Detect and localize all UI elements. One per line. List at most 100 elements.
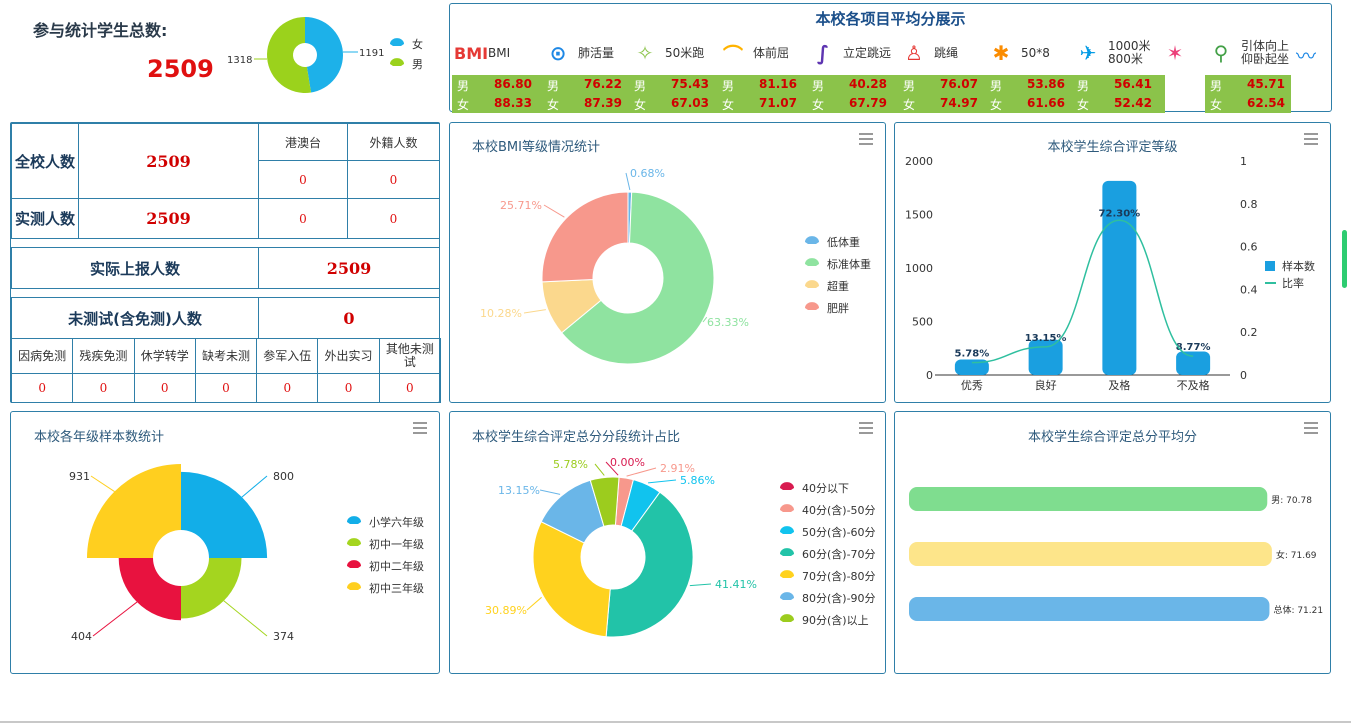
sample-legend-label: 小学六年级 — [369, 515, 424, 529]
sample-legend-swatch — [347, 516, 361, 524]
grade-bar-line-chart: 0 500 1000 1500 2000 0 0.2 0.4 0.6 0.8 1 优秀 5.78% 良好 1… — [905, 155, 1315, 392]
score-dist-panel: 本校学生综合评定总分分段统计占比 0.00% 2.91% 5.86% 41.41% 30… — [449, 411, 886, 674]
bmi-label-line — [523, 309, 546, 314]
y2-axis-tick: 1 — [1240, 155, 1247, 168]
bmi-label-line — [702, 316, 708, 323]
score-dist-legend-item: 80分(含)-90分 — [780, 591, 876, 605]
bmi-slice-label: 25.71% — [500, 199, 542, 212]
score-cell: 男 45.71 女 62.54 — [1205, 75, 1291, 113]
score-item-header: ✱ 50*8 — [987, 36, 1050, 70]
bmi-legend-item: 低体重 — [805, 235, 860, 249]
score-item-label: 立定跳远 — [843, 45, 892, 60]
score-item-header: ♙ 跳绳 — [900, 36, 958, 70]
score-dist-legend-swatch — [780, 526, 794, 534]
grade-menu-icon[interactable] — [1304, 133, 1318, 148]
gender-label: 女 — [722, 98, 735, 112]
gender-label: 女 — [812, 98, 825, 112]
sample-legend-item: 初中三年级 — [347, 581, 424, 595]
grade-sample-slice — [181, 471, 268, 558]
y2-axis-tick: 0.6 — [1240, 241, 1258, 254]
male-score-value: 53.86 — [1027, 77, 1065, 91]
score-dist-menu-icon[interactable] — [859, 422, 873, 437]
male-score-value: 76.22 — [584, 77, 622, 91]
sample-label-line — [223, 600, 268, 637]
sample-menu-icon[interactable] — [413, 422, 427, 437]
untested-reason-label: 休学转学 — [133, 338, 196, 374]
untested-reason-label: 外出实习 — [317, 338, 380, 374]
hk-value: 0 — [258, 160, 348, 199]
avg-panel-title: 本校学生综合评定总分平均分 — [1027, 430, 1197, 445]
gender-label: 男 — [547, 79, 560, 93]
female-score-row: 女 74.97 — [898, 94, 991, 113]
tested-hk-value: 0 — [258, 198, 348, 239]
male-slice — [267, 17, 312, 93]
score-dist-slice-label: 5.78% — [553, 458, 588, 471]
sample-panel-title: 本校各年级样本数统计 — [34, 430, 165, 445]
bmi-label-line — [625, 172, 631, 191]
bmi-legend-label: 超重 — [827, 279, 849, 293]
untested-reason-value: 0 — [11, 373, 74, 403]
sample-slice-label: 931 — [69, 470, 90, 483]
gender-label: 男 — [812, 79, 825, 93]
school-total-value: 2509 — [78, 123, 259, 199]
average-scores-panel: 本校各项目平均分展示 BMI BMI 男 86.80 女 88.33 ⊙ 肺活量男 76.22 女… — [449, 3, 1332, 113]
shuttle-run-icon: ✱ — [992, 41, 1010, 65]
female-score-row: 女 61.66 — [985, 94, 1078, 113]
bmi-legend-item: 超重 — [805, 279, 849, 293]
sample-slice-label: 800 — [273, 470, 294, 483]
total-students-label: 参与统计学生总数: — [33, 21, 168, 40]
gender-label: 女 — [990, 98, 1003, 112]
score-cell: 男 81.16 女 71.07 — [717, 75, 810, 113]
gender-label: 女 — [1210, 98, 1223, 112]
score-item-label: 跳绳 — [934, 45, 959, 60]
pullup-icon: ⚲ — [1213, 41, 1229, 65]
female-slice — [305, 17, 344, 93]
male-score-row: 男 40.28 — [807, 75, 900, 94]
male-score-row: 男 75.43 — [629, 75, 722, 94]
score-item-label: 50米跑 — [665, 45, 705, 60]
bmi-label-line — [543, 204, 565, 218]
long-run-icon: ✈ — [1079, 41, 1097, 65]
bmi-panel: 本校BMI等级情况统计 0.68% 63.33% 10.28% 25.71% 低体重 标准… — [449, 122, 886, 403]
female-score-value: 87.39 — [584, 96, 622, 110]
score-item-header: ✈ 1000米 800米 — [1074, 36, 1151, 70]
y-axis-tick: 1500 — [905, 209, 933, 222]
score-item-header: ⚲ 引体向上 仰卧起坐 — [1207, 36, 1289, 70]
sample-legend-label: 初中三年级 — [369, 581, 424, 595]
y-axis-tick: 2000 — [905, 155, 933, 168]
score-cell: 男 76.22 女 87.39 — [542, 75, 635, 113]
avg-score-bar — [909, 597, 1270, 621]
scrollbar-thumb[interactable] — [1342, 230, 1347, 288]
grade-panel-title: 本校学生综合评定等级 — [1047, 140, 1178, 155]
grade-panel: 本校学生综合评定等级 0 500 1000 1500 2000 0 0.2 0.4 0.6 0.8… — [894, 122, 1331, 403]
avg-score-bar — [909, 542, 1272, 566]
bmi-menu-icon[interactable] — [859, 133, 873, 148]
avg-menu-icon[interactable] — [1304, 422, 1318, 437]
sample-slice-label: 404 — [71, 630, 92, 643]
x-axis-tick: 优秀 — [961, 379, 983, 392]
sample-label-line — [90, 475, 115, 492]
gender-label: 女 — [547, 98, 560, 112]
female-score-row: 女 62.54 — [1205, 94, 1298, 113]
untested-reason-value: 0 — [256, 373, 319, 403]
rate-label: 5.78% — [955, 349, 990, 360]
untested-label: 未测试(含免测)人数 — [11, 297, 259, 339]
female-score-value: 88.33 — [494, 96, 532, 110]
score-item-label: 引体向上 仰卧起坐 — [1241, 39, 1290, 66]
sample-legend-item: 初中一年级 — [347, 537, 424, 551]
jump-rope-icon: ♙ — [905, 41, 923, 65]
score-cell: 男 56.41 女 52.42 — [1072, 75, 1165, 113]
bmi-legend-item: 肥胖 — [805, 302, 849, 315]
gender-legend-label: 男 — [412, 58, 423, 71]
female-score-value: 71.07 — [759, 96, 797, 110]
male-score-row: 男 76.07 — [898, 75, 991, 94]
male-score-row: 男 86.80 — [452, 75, 545, 94]
gender-label: 男 — [722, 79, 735, 93]
rate-label: 13.15% — [1025, 333, 1067, 344]
hk-macao-taiwan-header: 港澳台 — [258, 123, 348, 161]
score-dist-legend-item: 60分(含)-70分 — [780, 547, 876, 561]
legend-label-samples: 样本数 — [1282, 259, 1315, 273]
avg-score-label: 男: 70.78 — [1271, 495, 1312, 506]
score-dist-legend-swatch — [780, 504, 794, 512]
